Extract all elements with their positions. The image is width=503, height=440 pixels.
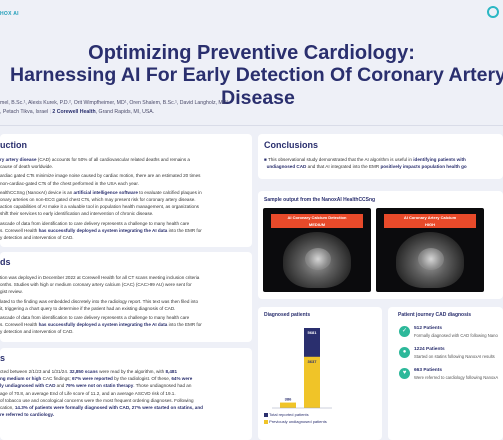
journey-title: Patient journey CAD diagnosis [398, 312, 472, 318]
ct-heart-shape [305, 248, 331, 270]
poster-title-line2: Harnessing AI For Early Detection Of Cor… [10, 64, 503, 109]
diagnosed-bar-chart: 386 5681 3637 [272, 328, 332, 409]
brand-logo: HOX AI [0, 11, 19, 17]
sample-output-title: Sample output from the NanoxAI HealthCCS… [264, 197, 376, 203]
brand-mark-icon [487, 6, 499, 18]
results-text: cted between 2/1/23 and 1/31/24. 32,850 … [0, 369, 203, 418]
ct-right-label: AI Coronary Artery Calcium HIGH [384, 214, 476, 228]
pill-icon: ● [399, 347, 410, 358]
header-divider [0, 125, 503, 126]
data-label-0: 386 [285, 397, 292, 402]
data-label-2: 3637 [308, 359, 318, 364]
ct-left-label: AI Coronary Calcium Detection MEDIUM [271, 214, 363, 228]
legend-previously-swatch [264, 419, 268, 424]
bar-previously-0 [280, 402, 296, 408]
introduction-card [0, 134, 252, 247]
methods-title: ds [0, 257, 11, 267]
introduction-text: ry artery disease (CAD) accounts for 50%… [0, 157, 202, 241]
legend-total: Total reported patients [264, 412, 309, 417]
results-card [0, 348, 252, 440]
conclusions-card [258, 134, 503, 179]
bar-previously-1 [304, 356, 320, 408]
legend-previously: Previously undiagnosed patients [264, 419, 327, 424]
ct-heart-shape [418, 248, 444, 270]
poster-title-line1: Optimizing Preventive Cardiology: [88, 42, 415, 64]
introduction-title: uction [0, 140, 27, 150]
legend-total-swatch [264, 412, 268, 417]
diagnosed-title: Diagnosed patients [264, 312, 311, 318]
methods-text: tion was deployed in December 2022 at Co… [0, 275, 202, 335]
authors-line2: , Petach Tikva, Israel | 2 Corewell Heal… [0, 108, 155, 115]
methods-card [0, 252, 252, 342]
heart-icon: ♥ [399, 368, 410, 379]
data-label-1: 5681 [308, 330, 318, 335]
results-title: s [0, 353, 6, 363]
authors-block: mel, B.Sc.¹, Alexis Kurek, P.D.², Orit W… [0, 99, 503, 116]
authors-line1: mel, B.Sc.¹, Alexis Kurek, P.D.², Orit W… [0, 100, 229, 106]
ct-scan-left-image: AI Coronary Calcium Detection MEDIUM [263, 208, 371, 292]
conclusions-title: Conclusions [264, 140, 319, 150]
check-icon: ✓ [399, 326, 410, 337]
ct-scan-right-image: AI Coronary Artery Calcium HIGH [376, 208, 484, 292]
conclusions-text: ■ This observational study demonstrated … [264, 157, 467, 170]
